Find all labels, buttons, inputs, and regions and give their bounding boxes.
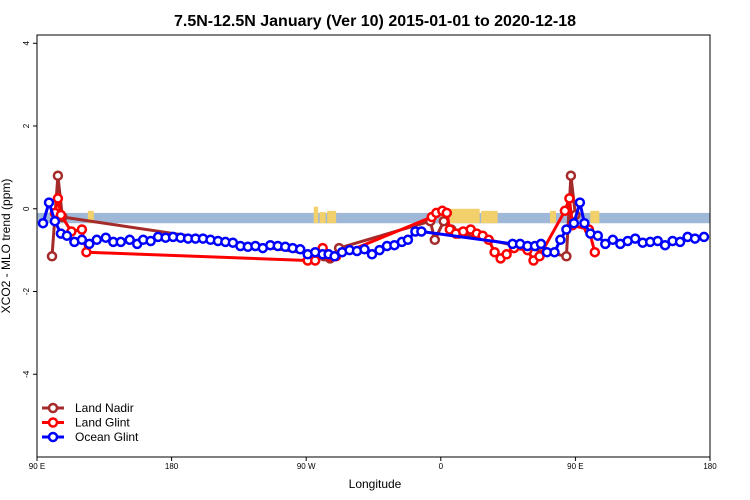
data-point-ocean-glint (402, 234, 414, 246)
data-point-land-nadir (561, 251, 572, 262)
data-point-ocean-glint (115, 236, 127, 248)
reference-band (37, 212, 710, 224)
data-point-land-glint (309, 255, 321, 266)
x-tick-label: 90 E (29, 462, 45, 471)
plot-frame (36, 34, 711, 458)
land-strip (449, 208, 480, 224)
data-point-land-glint (534, 251, 545, 262)
data-point-ocean-glint (629, 233, 641, 244)
data-point-land-glint (564, 193, 575, 204)
data-point-land-nadir (52, 170, 64, 181)
x-tick-label: 90 W (297, 462, 316, 471)
data-point-ocean-glint (579, 217, 590, 229)
data-point-ocean-glint (91, 234, 103, 246)
data-point-ocean-glint (49, 215, 61, 227)
data-point-land-glint (55, 209, 67, 221)
data-point-ocean-glint (76, 234, 88, 246)
data-point-land-glint (501, 249, 512, 260)
data-point-ocean-glint (84, 238, 95, 250)
data-point-land-glint (81, 246, 92, 258)
data-point-ocean-glint (592, 230, 604, 241)
x-axis: 90 E 180 90 W 0 90 E 180 (29, 457, 717, 471)
legend-label-ocean-glint: Ocean Glint (75, 430, 139, 444)
data-point-ocean-glint (124, 234, 135, 246)
land-strip (313, 206, 319, 224)
y-axis-label: XCO2 - MLO trend (ppm) (0, 179, 13, 314)
data-point-ocean-glint (568, 217, 580, 229)
land-strip (327, 210, 337, 224)
data-point-ocean-glint (359, 244, 370, 255)
data-point-ocean-glint (535, 238, 547, 250)
data-point-ocean-glint (549, 246, 560, 258)
data-point-ocean-glint (329, 251, 340, 262)
data-point-ocean-glint (607, 234, 619, 246)
data-point-ocean-glint (61, 230, 73, 241)
y-tick-label: -4 (22, 370, 31, 378)
x-tick-label: 90 E (567, 462, 583, 471)
legend-marker-land-glint (47, 417, 59, 428)
data-point-ocean-glint (366, 249, 378, 260)
data-point-ocean-glint (674, 236, 686, 248)
data-point-ocean-glint (555, 234, 566, 246)
y-tick-label: 2 (22, 123, 31, 128)
x-axis-label: Longitude (349, 477, 402, 491)
data-point-ocean-glint (652, 235, 663, 247)
data-point-land-glint (589, 246, 601, 258)
data-point-ocean-glint (698, 231, 710, 243)
y-tick-label: -2 (22, 287, 31, 295)
data-point-ocean-glint (416, 226, 427, 237)
data-point-ocean-glint (374, 244, 385, 256)
data-point-land-glint (52, 193, 64, 204)
data-point-land-nadir (46, 251, 58, 262)
land-strip (481, 210, 498, 224)
data-point-land-glint (441, 207, 453, 219)
y-axis: 4 2 0 -2 -4 (22, 41, 37, 378)
y-tick-label: 0 (22, 206, 31, 211)
data-point-land-glint (559, 205, 571, 217)
data-point-ocean-glint (100, 232, 112, 243)
legend-label-land-glint: Land Glint (75, 416, 130, 430)
series-ocean-glint (37, 197, 710, 262)
data-point-ocean-glint (294, 244, 306, 255)
x-tick-label: 180 (703, 462, 717, 471)
land-strip (87, 210, 94, 224)
data-point-ocean-glint (43, 197, 55, 208)
legend-marker-land-nadir (47, 402, 59, 414)
chart-title: 7.5N-12.5N January (Ver 10) 2015-01-01 t… (174, 13, 576, 30)
legend-label-land-nadir: Land Nadir (75, 401, 134, 415)
data-point-ocean-glint (659, 239, 671, 251)
land-strip (590, 210, 600, 224)
data-point-ocean-glint (145, 235, 156, 247)
land-strip (549, 210, 556, 224)
data-point-land-nadir (429, 234, 441, 246)
x-tick-label: 180 (165, 462, 179, 471)
x-tick-label: 0 (439, 462, 444, 471)
data-point-land-nadir (565, 170, 577, 181)
data-point-ocean-glint (689, 233, 701, 244)
land-strip (319, 212, 326, 224)
data-point-land-glint (76, 224, 88, 235)
y-tick-label: 4 (22, 41, 31, 46)
data-point-ocean-glint (574, 197, 586, 208)
legend-marker-ocean-glint (47, 431, 59, 443)
data-point-ocean-glint (600, 238, 611, 250)
data-point-land-glint (489, 246, 500, 258)
data-point-ocean-glint (561, 224, 572, 235)
data-point-ocean-glint (37, 217, 49, 229)
plot-area (37, 170, 710, 266)
